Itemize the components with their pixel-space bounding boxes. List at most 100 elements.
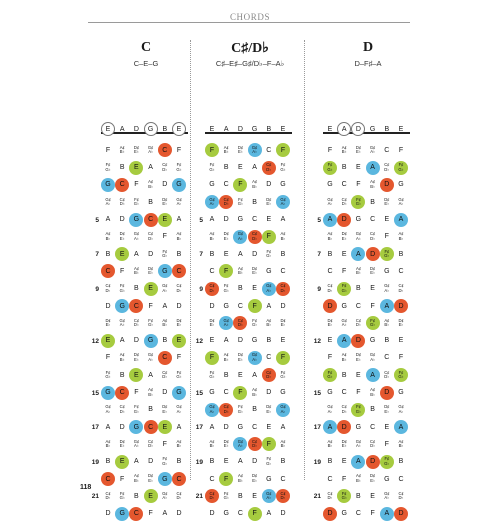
fret-row: G♯ A♭ C♯ D♭ F♯ G♭ B D♯ E♭ G♯ A♭ (323, 402, 408, 421)
note-cell: B (148, 198, 153, 206)
fret-row: 7 B E A D F♯ G♭ B (199, 247, 290, 265)
note-cell: F♯ G♭ (266, 248, 272, 259)
note-cell: B (176, 458, 182, 466)
note-cell: F♯ G♭ (280, 369, 286, 380)
nut-line (323, 132, 411, 134)
note-cell: D♯ E♭ (398, 317, 404, 328)
note-third: E (129, 368, 144, 383)
fret-row: F A♯ B♭ D♯ E♭ G♯ A♭ C F (205, 350, 290, 369)
chord-name: D (362, 40, 374, 55)
note-cell: D (223, 423, 229, 431)
note-third: F (276, 143, 290, 158)
note-root: C♯ D♭ (247, 437, 262, 452)
note-fifth: G♯ A♭ (205, 402, 219, 417)
note-cell: B (280, 458, 286, 466)
note-cell: A♯ B♭ (133, 473, 139, 483)
note-cell: G (209, 181, 215, 189)
fret-number: 21 (195, 493, 203, 501)
note-cell: A♯ B♭ (398, 438, 404, 449)
note-cell: G♯ A♭ (162, 283, 168, 293)
fret-row: 19 B E A D F♯ G♭ B (196, 455, 290, 473)
note-cell: C (209, 267, 215, 275)
note-cell: D♯ E♭ (119, 231, 125, 241)
note-cell: B (370, 406, 375, 414)
note-cell: F (162, 233, 167, 241)
fret-number: 17 (195, 424, 203, 432)
note-cell: B (119, 371, 125, 379)
note-cell: A♯ B♭ (209, 438, 215, 449)
note-root: D (394, 299, 408, 313)
note-cell: A♯ B♭ (280, 438, 286, 449)
fret-number: 17 (91, 424, 99, 432)
chord-notes: D–F♯–A (354, 59, 382, 68)
note-cell: A (134, 250, 139, 258)
fret-number: 15 (91, 389, 99, 397)
note-cell: F♯ G♭ (119, 490, 125, 501)
note-cell: E (252, 285, 257, 293)
note-cell: A (280, 423, 286, 431)
column-divider-1 (190, 40, 191, 480)
fret-number: 12 (313, 337, 321, 345)
note-cell: D (148, 458, 154, 466)
fret-row: 9 C♯ D♭ F♯ G♭ B E G♯ A♭ C♯ D♭ (317, 281, 408, 300)
note-fifth: A (365, 160, 380, 175)
note-root: C (115, 177, 130, 192)
note-cell: C (355, 510, 361, 518)
note-root: C♯ D♭ (261, 160, 276, 175)
note-cell: D♯ E♭ (133, 352, 139, 362)
note-cell: B (134, 492, 139, 500)
note-cell: B (148, 406, 153, 414)
note-cell: A (266, 510, 272, 518)
note-cell: B (356, 285, 361, 293)
fret-number: 7 (317, 251, 321, 259)
note-root: C (101, 472, 115, 486)
fret-number: 9 (317, 285, 321, 293)
note-third: E (115, 247, 130, 262)
fret-row: F A♯ B♭ D♯ E♭ G♯ A♭ C F (101, 350, 186, 369)
fret-number: 21 (91, 493, 99, 501)
fret-number: 5 (199, 216, 203, 224)
note-cell: A♯ B♭ (327, 231, 333, 241)
note-cell: C♯ D♭ (148, 438, 154, 449)
note-cell: D♯ E♭ (341, 438, 347, 449)
note-cell: G (266, 475, 272, 483)
fret-row: G♯ A♭ C♯ D♭ F♯ G♭ B D♯ E♭ G♯ A♭ (101, 195, 186, 213)
note-cell: C♯ D♭ (162, 162, 168, 172)
fret-row: A♯ B♭ D♯ E♭ G♯ A♭ C♯ D♭ F A♯ B♭ (101, 437, 186, 455)
fret-row: F♯ G♭ B E A C♯ D♭ F♯ G♭ (323, 368, 408, 386)
note-cell: E (252, 492, 257, 500)
note-cell: F (398, 354, 404, 362)
note-cell: G♯ A♭ (398, 196, 404, 207)
note-cell: E (223, 250, 229, 258)
note-third: F (247, 506, 262, 521)
note-cell: C♯ D♭ (105, 283, 111, 293)
note-cell: A♯ B♭ (209, 231, 215, 241)
note-cell: C (341, 389, 347, 396)
note-cell: A (119, 337, 125, 345)
note-cell: E (280, 337, 286, 345)
note-cell: D♯ E♭ (162, 196, 168, 207)
note-root: C♯ D♭ (247, 229, 262, 244)
note-fifth: A (351, 247, 366, 262)
note-cell: F♯ G♭ (209, 369, 215, 380)
note-cell: D♯ E♭ (355, 352, 361, 362)
fret-number: 21 (313, 493, 321, 501)
note-cell: B (370, 198, 375, 206)
note-fifth: G (172, 177, 186, 192)
fret-number: 19 (313, 458, 321, 466)
note-cell: G (251, 125, 258, 133)
note-cell: A♯ B♭ (133, 265, 139, 276)
note-cell: A (134, 458, 139, 466)
fret-row: F♯ G♭ B E A C♯ D♭ F♯ G♭ (101, 368, 186, 386)
note-root: C♯ D♭ (205, 489, 219, 504)
note-third: E (157, 212, 172, 227)
note-third: F♯ G♭ (323, 160, 337, 175)
column-divider-2 (304, 40, 305, 480)
note-cell: D (176, 302, 182, 310)
note-cell: G (384, 267, 390, 275)
note-cell: G♯ A♭ (147, 352, 154, 362)
note-cell: F♯ G♭ (237, 404, 243, 414)
note-third: F♯ G♭ (351, 195, 366, 210)
